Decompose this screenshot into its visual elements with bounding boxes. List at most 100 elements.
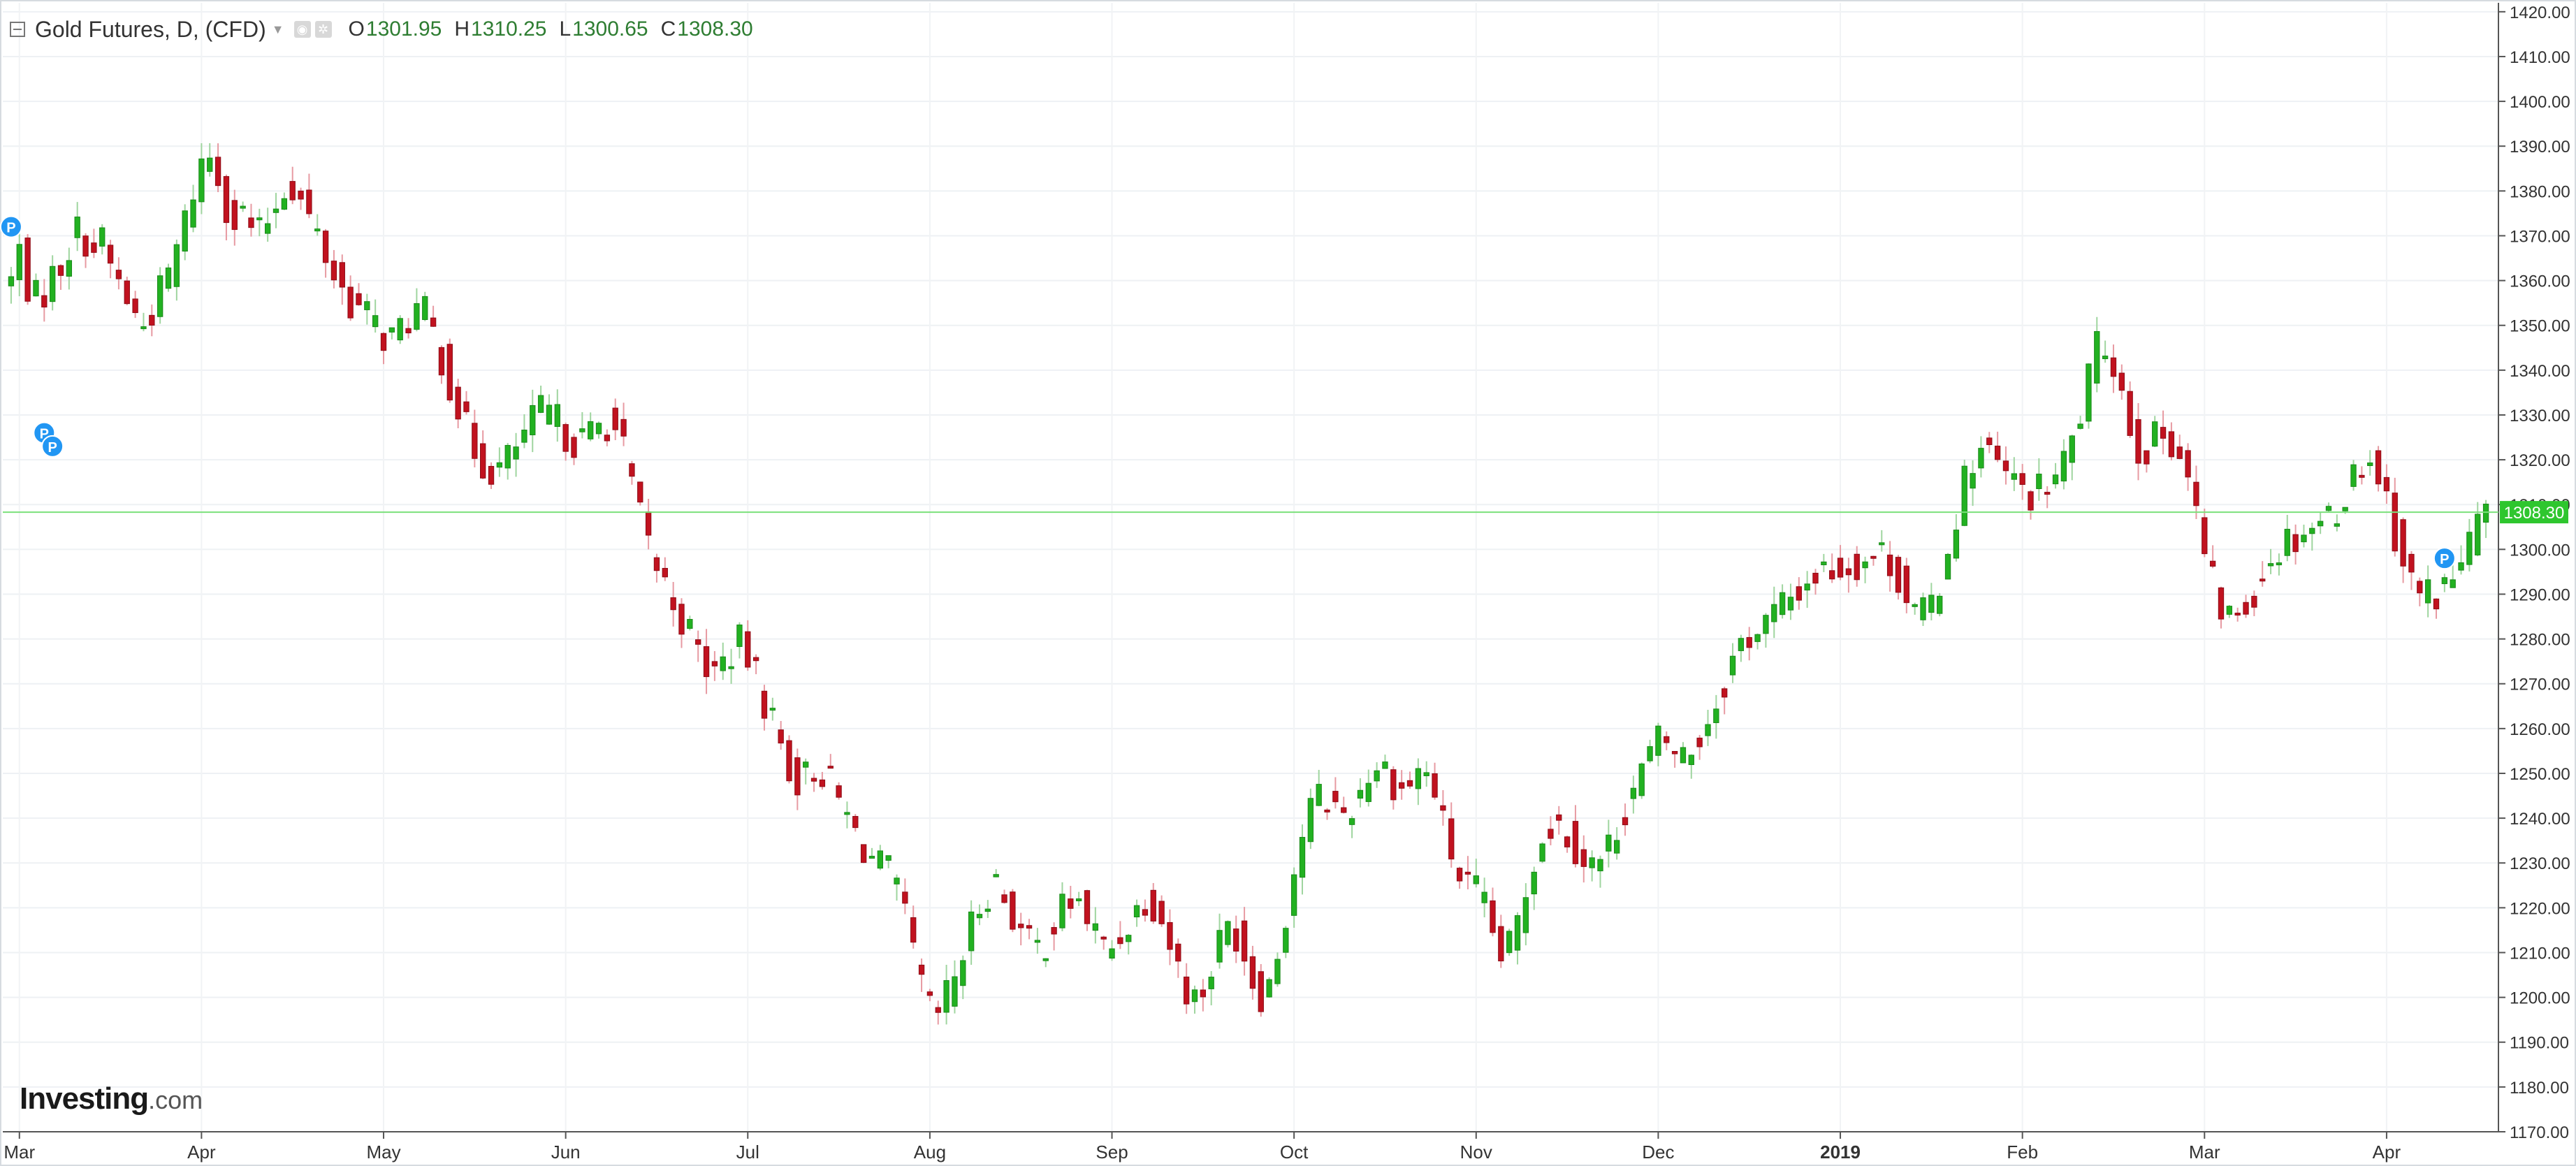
- candle-body[interactable]: [1307, 798, 1314, 843]
- candle-body[interactable]: [322, 231, 329, 263]
- candle-body[interactable]: [1225, 921, 1231, 945]
- candle-body[interactable]: [2028, 491, 2034, 511]
- candle-body[interactable]: [902, 891, 908, 904]
- candle-body[interactable]: [1548, 829, 1554, 839]
- candle-body[interactable]: [2292, 534, 2299, 553]
- candle-body[interactable]: [1854, 553, 1860, 581]
- candle-body[interactable]: [1034, 940, 1041, 943]
- candle-body[interactable]: [803, 761, 809, 768]
- candle-body[interactable]: [1514, 915, 1521, 951]
- candle-body[interactable]: [272, 208, 279, 213]
- candle-body[interactable]: [1705, 724, 1711, 736]
- candle-body[interactable]: [728, 666, 734, 669]
- candle-body[interactable]: [157, 275, 163, 317]
- candle-body[interactable]: [2002, 460, 2009, 472]
- candle-body[interactable]: [124, 280, 130, 305]
- candle-body[interactable]: [339, 262, 345, 288]
- candle-body[interactable]: [41, 295, 48, 308]
- candle-body[interactable]: [347, 286, 354, 319]
- candle-body[interactable]: [984, 908, 991, 912]
- candle-body[interactable]: [2226, 606, 2233, 615]
- candle-body[interactable]: [1572, 821, 1579, 864]
- candle-body[interactable]: [314, 228, 321, 232]
- candle-body[interactable]: [1481, 891, 1487, 903]
- candle-body[interactable]: [877, 850, 883, 869]
- candle-body[interactable]: [115, 270, 122, 279]
- candle-body[interactable]: [1879, 542, 1885, 546]
- candle-body[interactable]: [2417, 581, 2423, 594]
- candle-body[interactable]: [2118, 372, 2125, 391]
- candle-body[interactable]: [1191, 989, 1198, 1003]
- candle-body[interactable]: [1680, 747, 1687, 764]
- candle-body[interactable]: [695, 639, 701, 645]
- candle-body[interactable]: [1299, 837, 1306, 878]
- candle-body[interactable]: [1664, 736, 1670, 743]
- candle-body[interactable]: [1531, 871, 1537, 895]
- candle-body[interactable]: [778, 729, 784, 744]
- candle-body[interactable]: [1912, 604, 1918, 607]
- candle-body[interactable]: [2202, 517, 2208, 555]
- candle-body[interactable]: [1423, 772, 1429, 776]
- candle-body[interactable]: [414, 303, 420, 330]
- candle-body[interactable]: [91, 242, 97, 253]
- candle-body[interactable]: [620, 418, 627, 437]
- candle-body[interactable]: [504, 444, 511, 469]
- candle-body[interactable]: [1746, 636, 1752, 648]
- candle-body[interactable]: [745, 631, 751, 668]
- candle-body[interactable]: [380, 333, 387, 351]
- candle-body[interactable]: [2441, 577, 2448, 585]
- candle-body[interactable]: [1986, 437, 1993, 446]
- candle-body[interactable]: [1944, 553, 1951, 580]
- candle-body[interactable]: [2086, 363, 2092, 422]
- candle-body[interactable]: [1448, 818, 1455, 860]
- candle-body[interactable]: [1175, 943, 1181, 962]
- candle-body[interactable]: [579, 428, 585, 432]
- candle-body[interactable]: [1498, 926, 1504, 962]
- candle-body[interactable]: [537, 395, 544, 413]
- candle-body[interactable]: [571, 437, 577, 458]
- candle-body[interactable]: [1738, 638, 1745, 651]
- candle-body[interactable]: [248, 217, 254, 228]
- candle-body[interactable]: [794, 757, 801, 796]
- candle-body[interactable]: [2424, 579, 2431, 604]
- candle-body[interactable]: [430, 317, 437, 327]
- candle-body[interactable]: [2466, 532, 2473, 565]
- candle-body[interactable]: [1348, 818, 1355, 825]
- candle-body[interactable]: [761, 690, 768, 719]
- event-marker[interactable]: [41, 435, 64, 458]
- candle-body[interactable]: [2367, 462, 2373, 467]
- candle-body[interactable]: [1696, 737, 1703, 748]
- candle-body[interactable]: [2144, 450, 2150, 465]
- candle-body[interactable]: [256, 217, 263, 221]
- candle-body[interactable]: [1059, 894, 1065, 928]
- candle-body[interactable]: [1920, 597, 1926, 620]
- candle-body[interactable]: [2309, 527, 2315, 534]
- candle-body[interactable]: [1895, 557, 1902, 593]
- candle-body[interactable]: [645, 511, 652, 536]
- candle-body[interactable]: [1564, 836, 1571, 847]
- candle-body[interactable]: [1357, 789, 1364, 799]
- candle-body[interactable]: [231, 200, 238, 231]
- candle-body[interactable]: [1365, 782, 1371, 802]
- candle-body[interactable]: [1324, 809, 1330, 812]
- candle-body[interactable]: [1266, 979, 1272, 998]
- candle-body[interactable]: [2185, 450, 2191, 478]
- candle-body[interactable]: [1580, 849, 1587, 867]
- candle-body[interactable]: [2218, 587, 2225, 620]
- candle-body[interactable]: [968, 911, 975, 952]
- candle-body[interactable]: [472, 423, 478, 459]
- candle-body[interactable]: [1183, 976, 1190, 1005]
- candle-body[interactable]: [2350, 464, 2357, 487]
- candle-body[interactable]: [99, 227, 105, 247]
- candle-body[interactable]: [678, 604, 685, 635]
- candle-body[interactable]: [289, 181, 296, 201]
- candle-body[interactable]: [2408, 553, 2415, 573]
- candle-body[interactable]: [2458, 562, 2464, 571]
- candle-body[interactable]: [819, 779, 826, 787]
- candle-body[interactable]: [480, 443, 486, 479]
- candle-body[interactable]: [1837, 558, 1844, 578]
- candle-body[interactable]: [2359, 474, 2365, 478]
- candle-body[interactable]: [562, 424, 569, 452]
- candle-body[interactable]: [1415, 768, 1422, 789]
